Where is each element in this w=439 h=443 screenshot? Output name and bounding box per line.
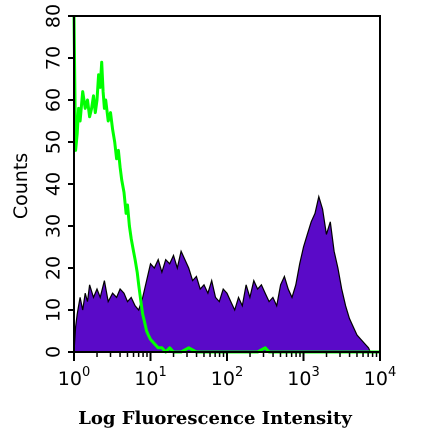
y-axis: 0 10 20 30 40 50 60 70 80 xyxy=(43,4,74,358)
y-axis-label: Counts xyxy=(10,153,32,219)
y-tick-label: 50 xyxy=(43,130,65,154)
y-tick-label: 40 xyxy=(43,172,65,196)
x-tick-label: 101 xyxy=(134,365,166,390)
sample-histogram-area xyxy=(73,194,372,353)
x-tick-label: 104 xyxy=(364,365,396,390)
y-tick-label: 20 xyxy=(43,256,65,280)
y-tick-label: 60 xyxy=(43,88,65,112)
y-tick-label: 30 xyxy=(43,214,65,238)
x-tick-label: 102 xyxy=(211,365,243,390)
y-tick-label: 10 xyxy=(43,298,65,322)
y-tick-label: 70 xyxy=(43,46,65,70)
y-tick-label: 0 xyxy=(43,346,65,358)
x-tick-label: 100 xyxy=(58,365,90,390)
x-tick-label: 103 xyxy=(287,365,319,390)
x-axis-label: Log Fluorescence Intensity xyxy=(78,408,352,429)
series-layer xyxy=(72,15,380,354)
y-tick-label: 80 xyxy=(43,4,65,28)
x-axis: 100 101 102 103 104 xyxy=(58,352,396,390)
